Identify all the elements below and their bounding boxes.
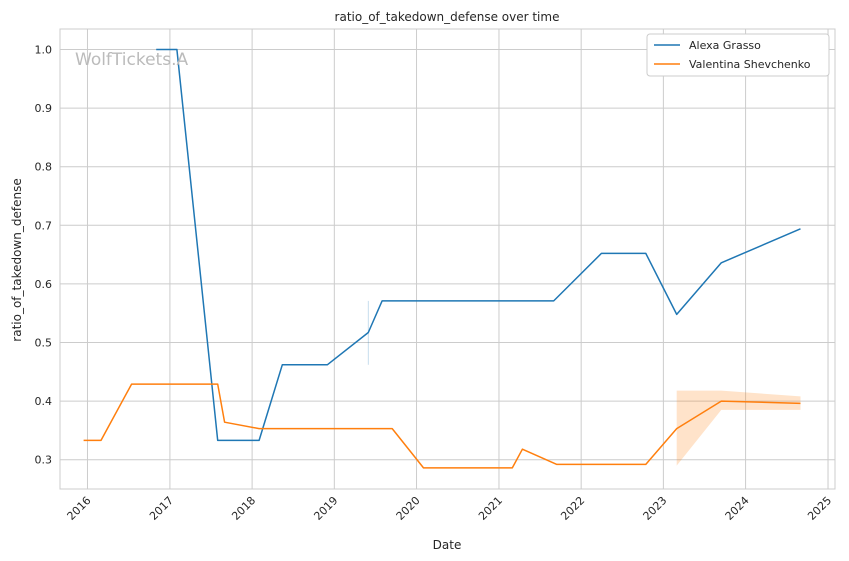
y-tick-label: 1.0 <box>35 44 53 57</box>
y-tick-label: 0.4 <box>35 395 53 408</box>
y-tick-label: 0.8 <box>35 161 53 174</box>
y-tick-label: 0.6 <box>35 278 53 291</box>
legend-label-alexa-grasso: Alexa Grasso <box>689 39 761 52</box>
chart-title: ratio_of_takedown_defense over time <box>335 10 560 24</box>
series-lines <box>83 48 801 469</box>
y-tick-label: 0.9 <box>35 102 53 115</box>
watermark: WolfTickets.A <box>75 50 188 70</box>
series-line-alexa-grasso <box>156 48 801 442</box>
y-tick-label: 0.5 <box>35 337 53 350</box>
y-tick-label: 0.7 <box>35 219 53 232</box>
y-tick-labels: 0.3 0.4 0.5 0.6 0.7 0.8 0.9 1.0 <box>35 44 53 467</box>
y-axis-label: ratio_of_takedown_defense <box>10 178 24 341</box>
y-tick-label: 0.3 <box>35 454 53 467</box>
series-line-valentina-shevchenko <box>83 383 801 469</box>
legend-box <box>646 33 830 77</box>
x-axis-label: Date <box>433 538 462 552</box>
legend-label-valentina-shevchenko: Valentina Shevchenko <box>689 58 811 71</box>
plot-frame <box>59 28 836 490</box>
legend: Alexa Grasso Valentina Shevchenko <box>646 33 830 77</box>
